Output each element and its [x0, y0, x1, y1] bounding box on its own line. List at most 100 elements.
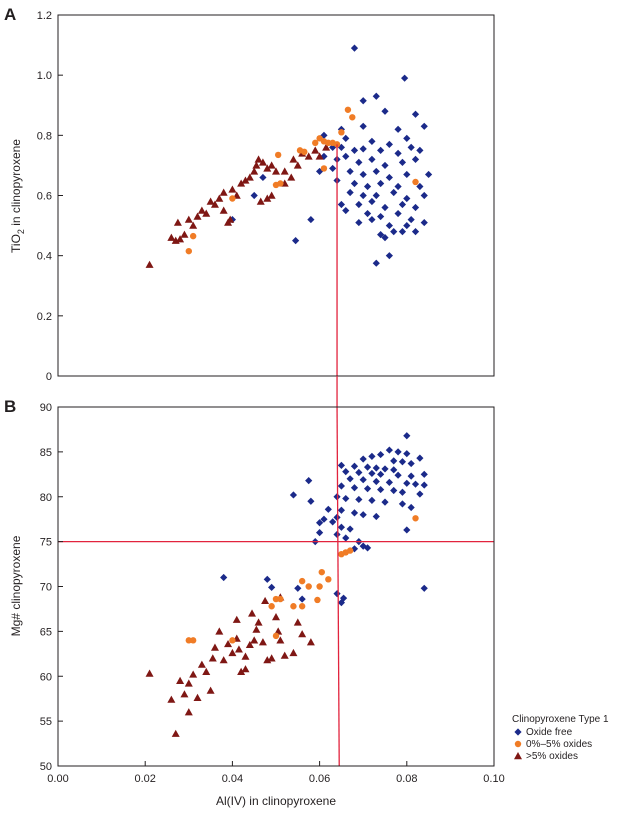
data-point: [416, 490, 424, 498]
x-tick-label: 0.08: [396, 773, 417, 785]
y-tick-label: 65: [40, 626, 52, 638]
data-point: [210, 200, 219, 208]
data-point: [263, 194, 272, 202]
data-point: [320, 152, 328, 160]
data-point: [197, 660, 206, 668]
data-point: [250, 167, 259, 175]
data-point: [381, 107, 389, 115]
y-title-rest: in clinopyroxene: [9, 139, 23, 229]
data-point: [301, 148, 308, 156]
data-point: [372, 92, 380, 100]
data-point: [346, 475, 354, 483]
data-point: [304, 152, 313, 160]
series-circle: [185, 515, 419, 644]
data-point: [355, 200, 363, 209]
data-point: [232, 615, 241, 623]
data-point: [359, 191, 367, 200]
data-point: [220, 573, 228, 582]
data-point: [359, 476, 367, 484]
data-point: [420, 218, 428, 227]
legend-label: 0%–5% oxides: [526, 739, 592, 750]
data-point: [346, 167, 354, 176]
data-point: [329, 164, 337, 173]
data-point: [377, 179, 385, 188]
data-point: [377, 470, 385, 478]
data-point: [420, 481, 428, 489]
data-point: [385, 140, 393, 148]
data-point: [359, 542, 367, 550]
data-point: [403, 432, 411, 440]
data-point: [320, 131, 328, 139]
data-point: [173, 218, 182, 226]
data-point: [219, 188, 228, 196]
data-point: [403, 526, 411, 534]
data-point: [416, 182, 424, 191]
data-point: [342, 206, 350, 215]
data-point: [189, 221, 198, 229]
data-point: [272, 167, 280, 175]
panel-b-data-points: [145, 432, 428, 737]
data-point: [390, 466, 398, 474]
data-point: [403, 450, 411, 458]
panel-b-reference-lines: [58, 376, 494, 767]
y-tick-label: 85: [40, 447, 52, 459]
data-point: [229, 637, 236, 644]
panel-a-tio2-plot: A 0 0.2 0.4 0.6 0.8 1.0 1.2 TiO2 in clinopyrox…: [4, 5, 495, 383]
data-point: [228, 185, 237, 193]
data-point: [167, 233, 176, 241]
data-point: [416, 146, 424, 154]
data-point: [359, 455, 367, 463]
data-point: [359, 170, 367, 179]
panel-a-y-axis: 0 0.2 0.4 0.6 0.8 1.0 1.2: [37, 10, 63, 383]
data-point: [420, 191, 428, 200]
y-tick-label: 50: [40, 761, 52, 773]
data-point: [322, 143, 331, 151]
data-point: [411, 110, 420, 118]
data-point: [411, 203, 420, 212]
panel-a-data-points: [145, 44, 433, 268]
data-point: [350, 509, 359, 517]
data-point: [363, 544, 372, 552]
data-point: [325, 576, 332, 583]
panel-a-label: A: [4, 5, 16, 24]
data-point: [145, 669, 154, 677]
x-tick-label: 0.04: [222, 773, 243, 785]
data-point: [394, 471, 402, 479]
data-point: [256, 197, 265, 205]
data-point: [337, 482, 345, 490]
data-point: [368, 137, 376, 145]
data-point: [394, 182, 402, 191]
data-point: [420, 122, 428, 130]
data-point: [224, 639, 233, 648]
series-circle: [185, 106, 419, 255]
data-point: [381, 465, 389, 473]
data-point: [411, 228, 420, 236]
data-point: [385, 446, 393, 454]
legend-marker: [514, 740, 522, 748]
data-point: [385, 221, 393, 230]
data-point: [237, 179, 246, 187]
y-tick-label: 90: [40, 402, 52, 414]
x-tick-label: 0.00: [47, 773, 68, 785]
data-point: [333, 530, 341, 539]
data-point: [228, 648, 237, 657]
data-point: [349, 114, 356, 121]
legend-item: >5% oxides: [514, 751, 578, 762]
reference-line-vertical-b: [336, 406, 340, 767]
data-point: [403, 194, 411, 203]
data-point: [377, 485, 385, 494]
data-point: [385, 478, 393, 486]
data-point: [314, 596, 321, 604]
data-point: [324, 505, 332, 513]
data-point: [307, 497, 315, 505]
data-point: [267, 161, 276, 169]
data-point: [294, 584, 302, 592]
data-point: [381, 234, 389, 242]
y-tick-label: 55: [40, 716, 52, 728]
data-point: [237, 667, 246, 675]
data-point: [277, 595, 284, 603]
data-point: [416, 454, 424, 462]
data-point: [234, 645, 243, 653]
data-point: [337, 523, 345, 531]
